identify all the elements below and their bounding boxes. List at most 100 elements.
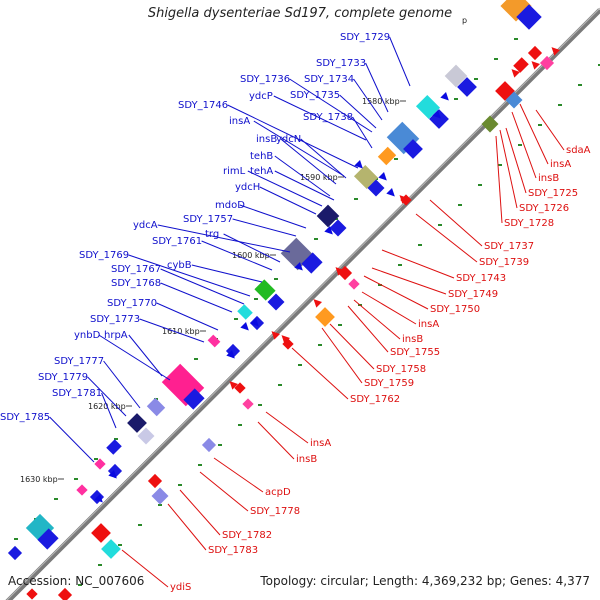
gc-dot	[394, 158, 398, 160]
forward-leader-line	[247, 170, 323, 207]
gc-dot	[258, 404, 262, 406]
reverse-gene-arrow	[551, 47, 560, 56]
reverse-gene-block	[513, 57, 529, 73]
reverse-gene-label: SDY_1783	[208, 545, 258, 556]
reverse-leader-line	[167, 503, 207, 551]
forward-leader-line	[139, 318, 205, 343]
reverse-gene-block	[234, 382, 246, 394]
forward-leader-line	[280, 138, 337, 185]
forward-gene-block	[127, 413, 147, 433]
forward-gene-block	[76, 484, 88, 496]
gc-dot	[254, 298, 258, 300]
forward-gene-label: rimL	[223, 166, 246, 177]
forward-leader-line	[289, 78, 373, 133]
forward-gene-block	[415, 94, 441, 120]
reverse-gene-label: ydiS	[170, 582, 191, 593]
reverse-leader-line	[361, 291, 417, 325]
forward-gene-block	[7, 545, 23, 561]
gc-dot	[274, 278, 278, 280]
forward-gene-block	[353, 164, 379, 190]
forward-leader-line	[300, 138, 347, 179]
forward-leader-line	[274, 170, 335, 201]
forward-leader-line	[98, 334, 171, 381]
gc-dot	[578, 84, 582, 86]
reverse-gene-block	[315, 307, 335, 327]
forward-leader-line	[353, 78, 383, 121]
forward-leader-line	[365, 62, 389, 113]
forward-leader-line	[352, 116, 373, 149]
forward-gene-block	[403, 139, 423, 159]
forward-gene-arrow	[226, 350, 235, 359]
forward-gene-arrow	[378, 172, 387, 181]
forward-leader-line	[157, 224, 291, 253]
reverse-gene-label: SDY_1725	[528, 188, 578, 199]
forward-leader-line	[389, 36, 411, 87]
forward-leader-line	[339, 94, 377, 129]
forward-gene-label: mdoD	[215, 200, 245, 211]
reverse-gene-arrow	[313, 299, 322, 308]
forward-gene-label: SDY_1734	[304, 74, 354, 85]
forward-gene-arrow	[94, 494, 103, 503]
reverse-gene-label: SDY_1762	[350, 394, 400, 405]
gc-dot	[538, 124, 542, 126]
forward-gene-block	[37, 528, 59, 550]
forward-gene-label: SDY_1770	[107, 298, 157, 309]
reverse-gene-label: sdaA	[566, 145, 591, 156]
forward-leader-line	[227, 104, 359, 169]
forward-gene-block	[207, 334, 221, 348]
reverse-gene-label: SDY_1750	[430, 304, 480, 315]
reverse-leader-line	[265, 411, 309, 444]
forward-gene-block	[267, 293, 285, 311]
reverse-gene-label: insB	[296, 454, 317, 465]
reverse-gene-arrow	[511, 69, 520, 78]
forward-gene-label: ydcA	[133, 220, 158, 231]
forward-leader-line	[201, 240, 273, 271]
gc-dot	[14, 538, 18, 540]
tick-label: 1600 kbp	[232, 251, 270, 260]
reverse-gene-block	[481, 115, 499, 133]
forward-leader-line	[273, 95, 367, 141]
gc-dot	[54, 498, 58, 500]
gc-dot	[338, 324, 342, 326]
reverse-gene-block	[101, 539, 121, 559]
reverse-gene-label: SDY_1778	[250, 506, 300, 517]
genome-backbone-highlight	[6, 7, 600, 600]
forward-leader-line	[103, 360, 141, 409]
reverse-leader-line	[415, 213, 478, 263]
gc-dot	[514, 38, 518, 40]
forward-gene-arrow	[386, 188, 395, 197]
reverse-leader-line	[363, 275, 429, 310]
reverse-leader-line	[511, 111, 537, 179]
forward-gene-label: tehB	[250, 151, 273, 162]
forward-gene-label: SDY_1761	[152, 236, 202, 247]
forward-gene-block	[146, 397, 166, 417]
forward-gene-label: ydcP	[249, 91, 273, 102]
forward-leader-line	[191, 264, 263, 283]
forward-gene-arrow	[440, 92, 449, 101]
gc-dot	[178, 484, 182, 486]
tick-label: 1630 kbp	[20, 475, 58, 484]
forward-gene-block	[516, 4, 542, 30]
forward-gene-block	[457, 77, 477, 97]
reverse-leader-line	[199, 471, 249, 512]
forward-gene-block	[254, 279, 276, 301]
forward-gene-label: SDY_1777	[54, 356, 104, 367]
gc-dot	[138, 524, 142, 526]
forward-leader-line	[223, 233, 281, 263]
forward-gene-block	[237, 304, 253, 320]
reverse-gene-label: SDY_1737	[484, 241, 534, 252]
reverse-leader-line	[499, 129, 518, 209]
reverse-gene-arrow	[271, 331, 280, 340]
reverse-leader-line	[429, 199, 483, 247]
reverse-gene-block	[348, 278, 360, 290]
forward-gene-label: SDY_1746	[178, 100, 228, 111]
gc-dot	[458, 204, 462, 206]
reverse-leader-line	[371, 267, 447, 295]
gc-dot	[494, 58, 498, 60]
forward-gene-arrow	[250, 318, 259, 327]
reverse-leader-line	[381, 249, 455, 279]
reverse-leader-line	[291, 347, 349, 400]
reverse-leader-line	[121, 549, 169, 588]
gc-dot	[478, 184, 482, 186]
forward-gene-block	[94, 458, 106, 470]
